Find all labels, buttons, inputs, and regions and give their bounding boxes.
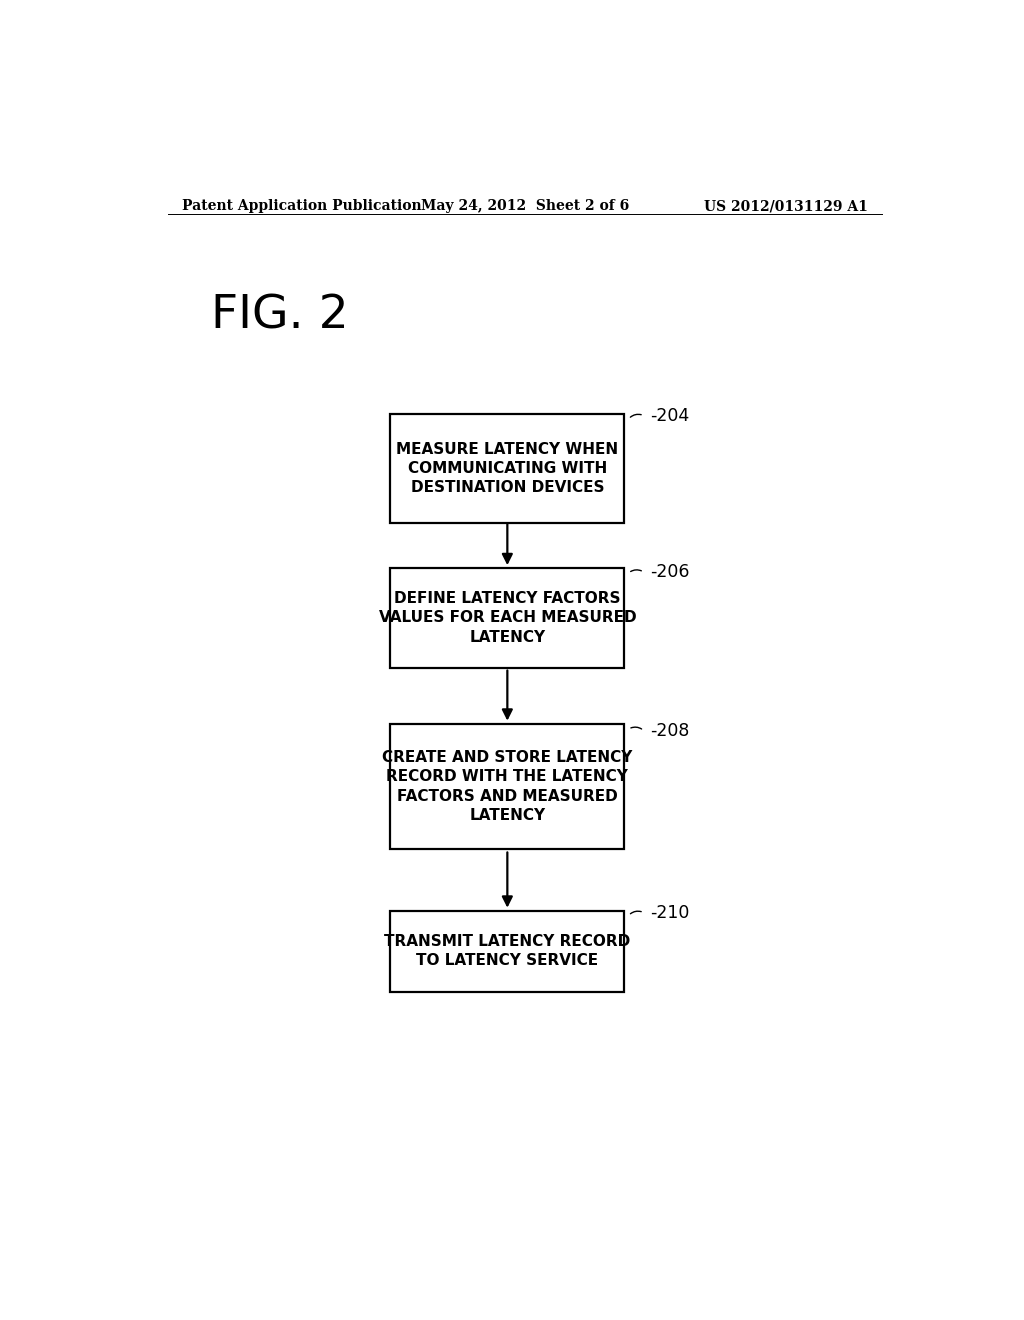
- Text: TRANSMIT LATENCY RECORD
TO LATENCY SERVICE: TRANSMIT LATENCY RECORD TO LATENCY SERVI…: [384, 935, 631, 969]
- Text: -204: -204: [650, 407, 689, 425]
- Text: FIG. 2: FIG. 2: [211, 293, 349, 338]
- Bar: [390, 568, 625, 668]
- Text: CREATE AND STORE LATENCY
RECORD WITH THE LATENCY
FACTORS AND MEASURED
LATENCY: CREATE AND STORE LATENCY RECORD WITH THE…: [382, 750, 633, 822]
- Text: DEFINE LATENCY FACTORS
VALUES FOR EACH MEASURED
LATENCY: DEFINE LATENCY FACTORS VALUES FOR EACH M…: [379, 591, 636, 644]
- Text: May 24, 2012  Sheet 2 of 6: May 24, 2012 Sheet 2 of 6: [421, 199, 629, 213]
- Text: -206: -206: [650, 564, 690, 581]
- Bar: [390, 725, 625, 849]
- Text: -210: -210: [650, 904, 689, 921]
- Text: -208: -208: [650, 722, 689, 739]
- Bar: [390, 414, 625, 523]
- Text: Patent Application Publication: Patent Application Publication: [182, 199, 422, 213]
- Bar: [390, 911, 625, 991]
- Text: MEASURE LATENCY WHEN
COMMUNICATING WITH
DESTINATION DEVICES: MEASURE LATENCY WHEN COMMUNICATING WITH …: [396, 442, 618, 495]
- Text: US 2012/0131129 A1: US 2012/0131129 A1: [703, 199, 867, 213]
